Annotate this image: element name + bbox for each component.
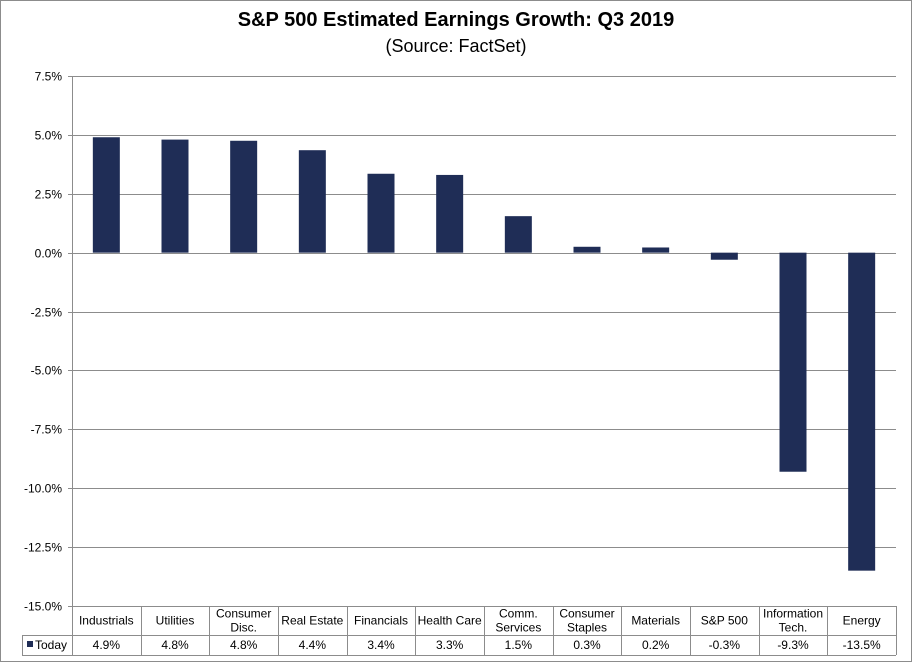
category-label: Health Care [418, 614, 482, 628]
y-tick-label: -12.5% [24, 541, 62, 555]
value-label: -9.3% [777, 638, 809, 652]
category-label: Industrials [79, 614, 134, 628]
bar [230, 140, 258, 253]
legend-swatch [27, 641, 33, 647]
category-label: Financials [354, 614, 408, 628]
bar [573, 246, 601, 253]
value-label: 4.8% [161, 638, 189, 652]
value-label: 0.3% [573, 638, 601, 652]
value-label: 4.9% [93, 638, 121, 652]
y-tick-label: -10.0% [24, 482, 62, 496]
bar [367, 173, 395, 253]
category-label: Information [763, 607, 823, 621]
category-label: Consumer [216, 607, 271, 621]
value-label: 1.5% [505, 638, 533, 652]
gridlines [68, 76, 896, 607]
chart-title: S&P 500 Estimated Earnings Growth: Q3 20… [237, 9, 675, 31]
category-label: Disc. [230, 621, 257, 635]
y-tick-label: -2.5% [31, 306, 63, 320]
category-label: Consumer [559, 607, 614, 621]
value-label: -0.3% [709, 638, 741, 652]
category-label: Comm. [499, 607, 538, 621]
bar [642, 247, 670, 253]
category-label: Energy [843, 614, 881, 628]
category-label: Materials [631, 614, 680, 628]
category-label: Real Estate [281, 614, 343, 628]
bar [848, 252, 876, 571]
bars [92, 137, 876, 571]
category-label: S&P 500 [701, 614, 748, 628]
y-tick-label: -5.0% [31, 364, 63, 378]
value-label: 3.4% [367, 638, 395, 652]
value-label: 4.8% [230, 638, 258, 652]
chart-subtitle: (Source: FactSet) [385, 36, 527, 56]
y-tick-label: -7.5% [31, 423, 63, 437]
category-label: Services [495, 621, 541, 635]
value-label: -13.5% [843, 638, 881, 652]
bar [504, 216, 532, 253]
bar [92, 137, 120, 253]
y-tick-label: 2.5% [35, 188, 63, 202]
value-label: 0.2% [642, 638, 670, 652]
legend-label: Today [35, 638, 67, 652]
value-label: 4.4% [299, 638, 327, 652]
data-table: Today Industrials 4.9% Utilities 4.8% Consume… [22, 606, 897, 656]
y-axis-ticks: 7.5% 5.0% 2.5% 0.0% -2.5% -5.0% -7.5% -10.0% -12… [24, 70, 62, 614]
category-label: Utilities [156, 614, 195, 628]
bar [161, 139, 189, 253]
y-tick-label: -15.0% [24, 600, 62, 614]
category-label: Tech. [779, 621, 808, 635]
y-tick-label: 7.5% [35, 70, 63, 84]
y-tick-label: 0.0% [35, 247, 63, 261]
bar [779, 252, 807, 472]
bar [710, 252, 738, 260]
bar [298, 150, 326, 253]
value-label: 3.3% [436, 638, 464, 652]
y-tick-label: 5.0% [35, 129, 63, 143]
bar [436, 174, 464, 253]
category-label: Staples [567, 621, 607, 635]
